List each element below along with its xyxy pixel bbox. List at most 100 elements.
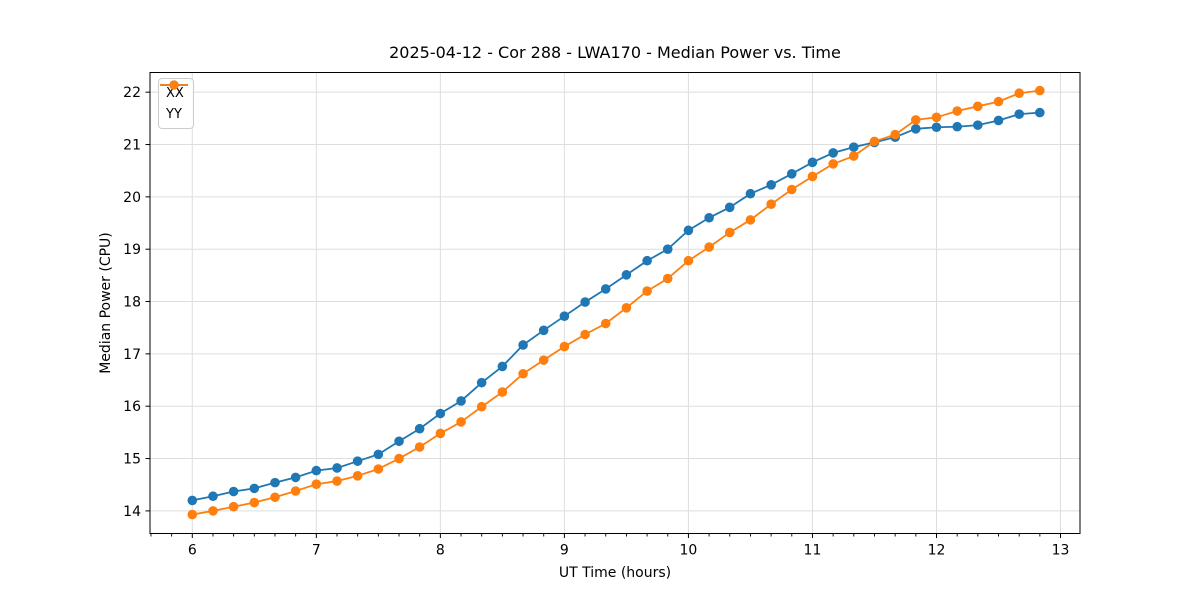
data-point-marker-xx: [228, 486, 239, 497]
y-axis-tick-label: 15: [123, 452, 141, 468]
data-point-marker-xx: [394, 436, 404, 447]
y-axis-tick-label: 14: [123, 504, 141, 520]
data-point-marker-xx: [373, 449, 384, 460]
data-point-marker-xx: [786, 169, 797, 179]
data-point-marker-xx: [828, 148, 838, 158]
data-point-marker-xx: [435, 408, 446, 419]
x-axis-tick-label: 6: [188, 543, 197, 559]
data-point-marker-yy: [311, 479, 322, 489]
data-point-marker-yy: [290, 486, 301, 496]
line-marker-icon: [160, 80, 188, 90]
y-axis-tick-label: 17: [123, 347, 141, 363]
data-point-marker-yy: [476, 401, 487, 412]
data-point-marker-xx: [993, 115, 1004, 126]
data-point-marker-yy: [807, 171, 818, 182]
data-point-marker-xx: [662, 244, 673, 254]
y-axis-tick-label: 21: [123, 138, 141, 154]
chart-title: 2025-04-12 - Cor 288 - LWA170 - Median P…: [389, 43, 841, 62]
data-point-marker-xx: [600, 284, 611, 294]
data-point-marker-xx: [456, 396, 466, 406]
plot-frame: [149, 72, 1081, 534]
data-point-marker-yy: [745, 215, 756, 225]
data-point-marker-yy: [910, 115, 921, 125]
data-point-marker-yy: [352, 471, 363, 481]
y-axis-label: Median Power (CPU): [98, 232, 114, 374]
data-point-marker-yy: [1035, 85, 1045, 96]
data-point-marker-yy: [828, 159, 838, 169]
x-axis-tick-label: 12: [928, 543, 946, 559]
x-axis-tick-label: 13: [1052, 543, 1070, 559]
legend: XX YY: [158, 78, 194, 129]
data-point-marker-xx: [910, 124, 921, 134]
data-point-marker-xx: [931, 122, 942, 133]
data-point-marker-xx: [538, 325, 549, 336]
data-point-marker-yy: [786, 184, 797, 195]
data-point-marker-yy: [394, 453, 404, 464]
legend-item-yy: YY: [160, 80, 188, 123]
x-axis-tick-label: 9: [560, 543, 569, 559]
legend-label-yy: YY: [166, 106, 182, 122]
data-point-marker-yy: [270, 492, 280, 503]
data-point-marker-yy: [621, 303, 632, 313]
data-point-marker-yy: [869, 136, 880, 147]
data-point-marker-yy: [952, 106, 963, 116]
data-point-marker-yy: [993, 96, 1004, 107]
data-point-marker-xx: [311, 465, 322, 476]
data-point-marker-yy: [972, 101, 983, 112]
data-point-marker-yy: [580, 329, 590, 340]
data-point-marker-yy: [559, 341, 570, 352]
x-axis-tick-label: 8: [436, 543, 445, 559]
data-point-marker-yy: [435, 428, 446, 439]
data-point-marker-yy: [497, 387, 508, 397]
data-point-marker-xx: [290, 472, 301, 483]
data-point-marker-yy: [662, 273, 673, 284]
y-axis-tick-label: 22: [123, 85, 141, 101]
data-point-marker-yy: [249, 497, 260, 508]
data-point-marker-yy: [414, 442, 425, 452]
data-point-marker-yy: [848, 151, 859, 161]
y-axis-tick-label: 16: [123, 399, 141, 415]
data-point-marker-yy: [228, 501, 239, 512]
data-point-marker-xx: [249, 483, 260, 494]
data-point-marker-xx: [683, 225, 694, 236]
data-point-marker-yy: [456, 417, 466, 427]
data-point-marker-xx: [559, 311, 570, 321]
data-point-marker-xx: [704, 212, 714, 223]
x-axis-label: UT Time (hours): [558, 565, 672, 581]
data-point-marker-yy: [373, 464, 384, 474]
data-point-marker-xx: [1014, 109, 1025, 119]
legend-label-xx: XX: [166, 85, 184, 101]
data-point-marker-xx: [621, 270, 632, 280]
x-axis-tick-label: 10: [680, 543, 698, 559]
data-point-marker-xx: [414, 423, 425, 434]
series-line-xx: [192, 111, 1040, 502]
data-point-marker-xx: [1035, 107, 1045, 118]
data-point-marker-yy: [187, 509, 198, 520]
x-axis-tick-label: 11: [804, 543, 822, 559]
y-axis-tick-label: 20: [123, 190, 141, 206]
data-point-marker-xx: [807, 157, 818, 168]
data-point-marker-xx: [332, 463, 342, 473]
data-point-marker-xx: [187, 495, 198, 506]
data-point-marker-xx: [497, 361, 508, 372]
data-point-marker-xx: [208, 491, 218, 502]
data-point-marker-xx: [352, 456, 363, 466]
data-point-marker-yy: [704, 242, 714, 252]
data-point-marker-yy: [724, 227, 735, 238]
data-point-marker-yy: [518, 368, 528, 379]
data-point-marker-xx: [724, 202, 735, 213]
data-point-marker-yy: [208, 506, 218, 516]
data-point-marker-yy: [931, 112, 942, 123]
data-point-marker-yy: [600, 318, 611, 329]
data-point-marker-xx: [766, 180, 776, 190]
data-point-marker-yy: [332, 476, 342, 486]
data-point-marker-xx: [580, 297, 590, 307]
data-point-marker-xx: [270, 477, 280, 488]
data-point-marker-xx: [972, 120, 983, 130]
data-point-marker-xx: [745, 188, 756, 199]
y-axis-tick-label: 19: [123, 242, 141, 258]
data-point-marker-yy: [766, 199, 776, 209]
data-point-marker-xx: [476, 377, 487, 388]
